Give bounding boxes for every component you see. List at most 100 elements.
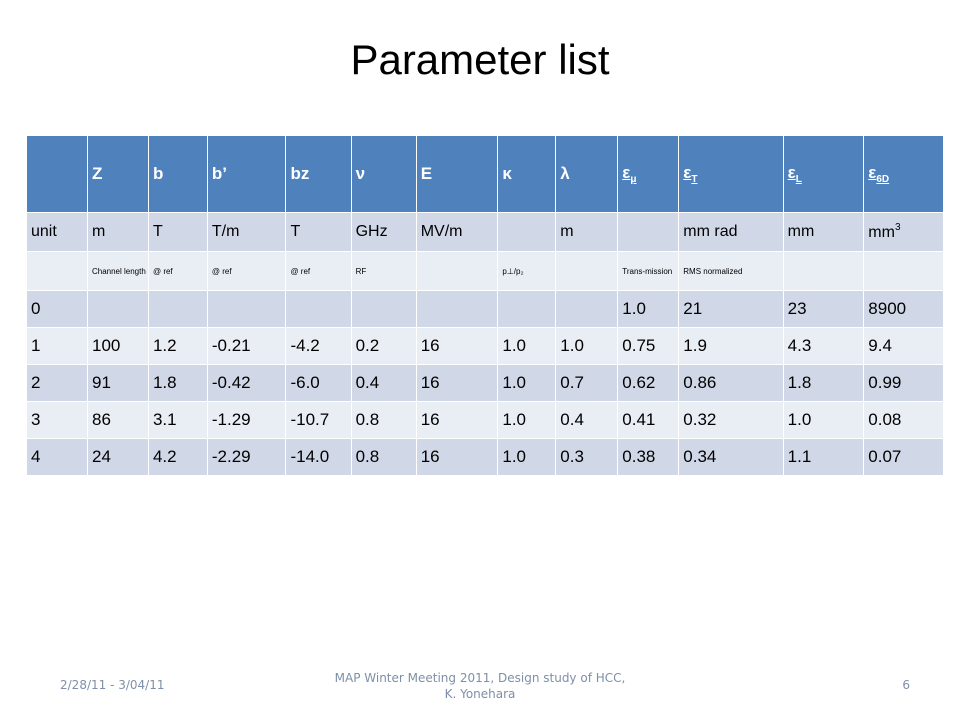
table-cell: 4.3 — [782, 327, 865, 365]
table-cell — [497, 290, 557, 328]
header-symbol: κ — [502, 164, 512, 183]
note-cell: Channel length — [86, 251, 149, 291]
table-cell: 0.3 — [555, 438, 619, 476]
table-cell: 0.07 — [863, 438, 944, 476]
table-cell: 0.8 — [350, 401, 417, 439]
header-subscript: T — [691, 174, 698, 185]
table-cell — [350, 290, 417, 328]
header-symbol: b — [152, 164, 164, 183]
unit-cell: GHz — [350, 212, 417, 252]
note-cell: RF — [350, 251, 417, 291]
table-cell: -4.2 — [285, 327, 352, 365]
table-cell: 0.8 — [350, 438, 417, 476]
unit-row: unit m T T/m T GHz MV/m m mm rad mm mm3 — [26, 212, 944, 252]
table-cell: 1.0 — [497, 438, 557, 476]
page-number: 6 — [902, 678, 910, 692]
unit-cell: m — [86, 212, 149, 252]
table-cell: 1.0 — [497, 364, 557, 402]
column-header — [26, 135, 88, 213]
unit-cell: mm — [782, 212, 865, 252]
header-symbol: E — [420, 164, 433, 183]
table-cell: 2 — [26, 364, 88, 402]
table-cell: 0.99 — [863, 364, 944, 402]
column-header: εL — [782, 135, 865, 213]
column-header: E — [415, 135, 499, 213]
table-cell: 8900 — [863, 290, 944, 328]
header-symbol: Z — [91, 164, 103, 183]
table-cell: -14.0 — [285, 438, 352, 476]
unit-text: mm — [868, 224, 895, 241]
header-symbol: λ — [560, 164, 570, 183]
column-header: ε6D — [863, 135, 944, 213]
table-cell: 16 — [415, 364, 499, 402]
unit-text: mm rad — [683, 223, 738, 240]
unit-cell: mm rad — [678, 212, 784, 252]
column-header: Z — [86, 135, 149, 213]
header-symbol: bz — [290, 164, 310, 183]
table-cell — [555, 290, 619, 328]
table-cell: 1.1 — [782, 438, 865, 476]
header-subscript: L — [795, 174, 802, 185]
table-cell: -10.7 — [285, 401, 352, 439]
header-symbol: ε — [683, 163, 692, 182]
unit-text: GHz — [355, 223, 388, 240]
note-cell: @ ref — [285, 251, 352, 291]
table-cell: 0.41 — [617, 401, 680, 439]
table-row: 2 91 1.8 -0.42 -6.0 0.4 16 1.0 0.7 0.62 0.86 1.8 0.9… — [26, 364, 944, 402]
table-cell — [206, 290, 287, 328]
unit-text: mm — [787, 223, 815, 240]
table-cell: 0.7 — [555, 364, 619, 402]
table-cell: 0.4 — [350, 364, 417, 402]
table-cell — [415, 290, 499, 328]
note-cell: @ ref — [147, 251, 208, 291]
table-cell: 21 — [678, 290, 784, 328]
header-symbol: ε — [868, 163, 877, 182]
table-cell: 0.2 — [350, 327, 417, 365]
table-cell: 0.32 — [678, 401, 784, 439]
unit-text: unit — [31, 223, 57, 240]
unit-cell: m — [555, 212, 619, 252]
slide-title: Parameter list — [350, 36, 610, 83]
unit-cell — [617, 212, 680, 252]
note-cell: @ ref — [206, 251, 287, 291]
column-header: λ — [555, 135, 619, 213]
table-cell: 24 — [86, 438, 149, 476]
header-symbol: b’ — [211, 164, 227, 183]
table-cell: -1.29 — [206, 401, 287, 439]
header-symbol: ε — [787, 163, 796, 182]
table-cell — [86, 290, 149, 328]
unit-cell: MV/m — [415, 212, 499, 252]
table-cell: 1.0 — [617, 290, 680, 328]
footer-title: MAP Winter Meeting 2011, Design study of… — [334, 671, 626, 701]
table-cell — [285, 290, 352, 328]
unit-cell — [497, 212, 557, 252]
unit-text: m — [560, 223, 574, 240]
table-cell: 9.4 — [863, 327, 944, 365]
header-symbol: ν — [355, 164, 366, 183]
table-cell: 3 — [26, 401, 88, 439]
note-cell: RMS normalized — [678, 251, 784, 291]
table-cell: 91 — [86, 364, 149, 402]
table-cell: 1.2 — [147, 327, 208, 365]
table-cell: 0 — [26, 290, 88, 328]
table-row: 3 86 3.1 -1.29 -10.7 0.8 16 1.0 0.4 0.41 0.32 1.0 0.… — [26, 401, 944, 439]
table-cell: 16 — [415, 327, 499, 365]
table-row: 0 1.0 21 23 8900 — [26, 290, 944, 328]
table-cell: -0.21 — [206, 327, 287, 365]
table-cell: 16 — [415, 401, 499, 439]
column-header: bz — [285, 135, 352, 213]
header-subscript: μ — [630, 174, 637, 185]
table-cell: 0.62 — [617, 364, 680, 402]
table-cell: 3.1 — [147, 401, 208, 439]
unit-cell: T — [285, 212, 352, 252]
unit-text: T — [290, 223, 301, 240]
unit-text: T — [152, 223, 163, 240]
table-cell: 1 — [26, 327, 88, 365]
table-row: 4 24 4.2 -2.29 -14.0 0.8 16 1.0 0.3 0.38 0.34 1.1 0.… — [26, 438, 944, 476]
table-cell — [147, 290, 208, 328]
table-cell: 4.2 — [147, 438, 208, 476]
table-cell: 16 — [415, 438, 499, 476]
note-cell — [415, 251, 499, 291]
